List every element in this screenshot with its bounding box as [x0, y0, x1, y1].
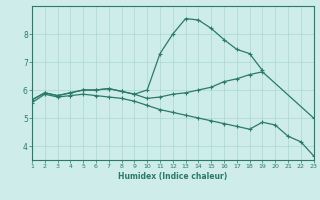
X-axis label: Humidex (Indice chaleur): Humidex (Indice chaleur) [118, 172, 228, 181]
